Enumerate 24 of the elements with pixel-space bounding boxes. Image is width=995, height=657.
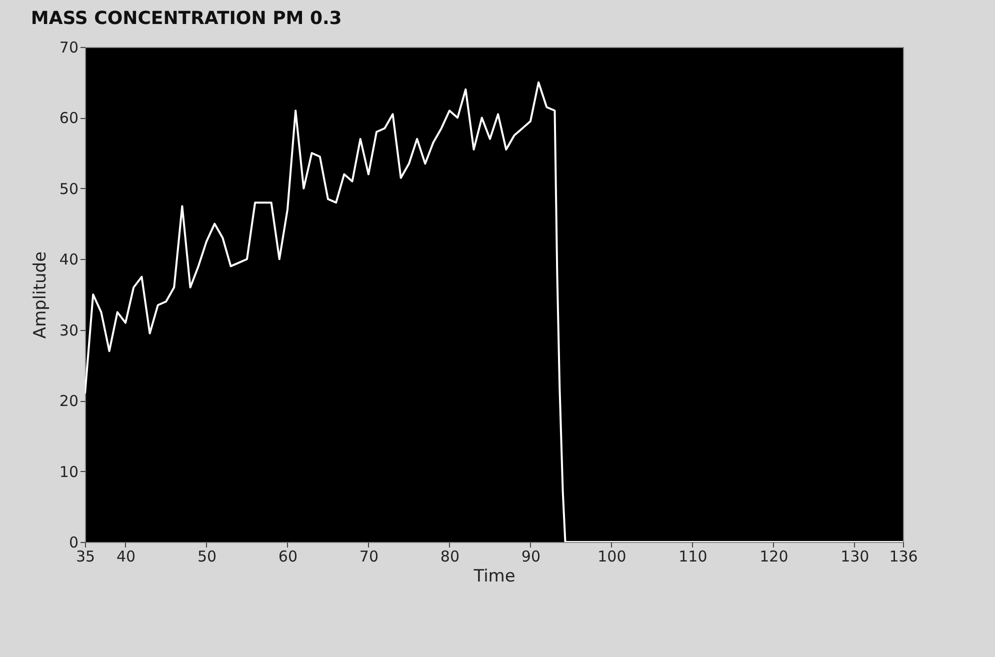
y-tick-label: 30 (59, 321, 78, 340)
x-tick-label: 60 (278, 548, 298, 566)
y-tick-label: 50 (59, 180, 78, 198)
x-tick-label: 90 (521, 548, 540, 566)
y-tick-label: 60 (59, 109, 78, 128)
x-tick-label: 136 (889, 548, 918, 566)
x-tick-label: 40 (116, 548, 136, 566)
line-series (85, 81, 903, 542)
x-axis-title: Time (472, 566, 516, 586)
x-tick-label: 130 (840, 548, 870, 566)
x-tick-label: 120 (760, 548, 788, 566)
x-tick-label: 80 (440, 548, 460, 566)
y-tick-label: 20 (59, 392, 78, 410)
y-axis-title: Amplitude (30, 251, 50, 339)
y-tick-label: 40 (59, 250, 78, 269)
x-tick-label: 110 (678, 548, 708, 566)
y-tick-label: 0 (68, 534, 78, 552)
x-tick-label: 35 (76, 548, 96, 566)
x-tick-label: 50 (197, 548, 217, 566)
y-tick-label: 70 (59, 38, 78, 56)
x-tick-label: 100 (598, 548, 626, 566)
x-tick-label: 70 (359, 548, 379, 566)
y-tick-label: 10 (59, 462, 78, 481)
chart-title: MASS CONCENTRATION PM 0.3 (30, 8, 342, 29)
